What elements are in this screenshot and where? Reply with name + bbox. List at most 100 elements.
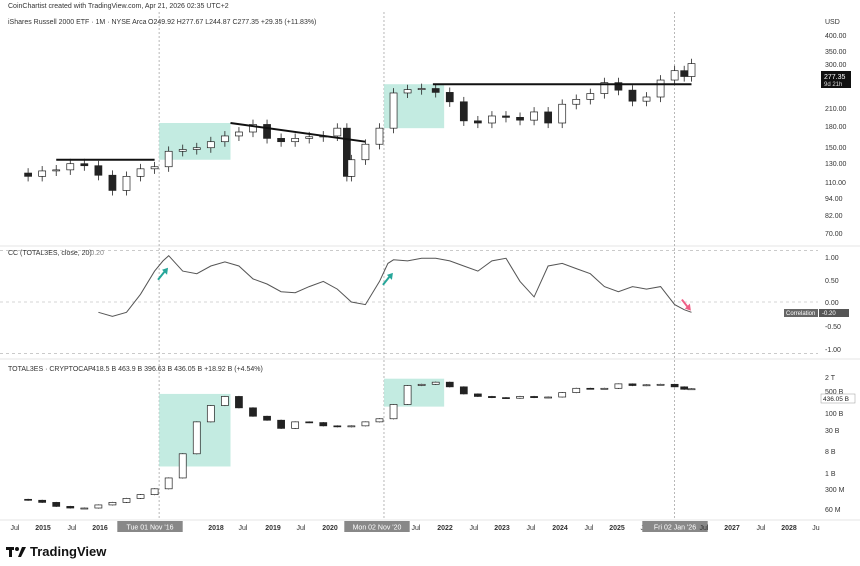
- date-marker-label: Tue 01 Nov '16: [127, 525, 174, 532]
- x-tick-label: 2018: [208, 525, 224, 532]
- candle-body: [642, 384, 651, 387]
- y-tick-label: 70.00: [825, 231, 843, 238]
- y-tick-label: 0.50: [825, 278, 839, 285]
- candle-body: [614, 82, 623, 91]
- candle-body: [586, 387, 595, 390]
- y-tick-label: 100 B: [825, 411, 844, 418]
- candle-body: [249, 124, 257, 133]
- tradingview-logo: TradingView: [6, 544, 106, 559]
- candle-body: [192, 421, 201, 455]
- y-tick-label: 300 M: [825, 487, 845, 494]
- x-tick-label: 2027: [724, 525, 740, 532]
- candle-body: [488, 115, 496, 124]
- candle-body: [122, 175, 131, 191]
- y-tick-label: 0.00: [825, 300, 839, 307]
- candle-body: [403, 89, 412, 94]
- y-tick-label: 350.00: [825, 49, 847, 56]
- candle-body: [600, 387, 609, 390]
- candle-body: [80, 163, 89, 167]
- date-marker-tag: [117, 521, 183, 532]
- y-tick-label: 150.00: [825, 145, 847, 152]
- candle-body: [628, 383, 637, 386]
- arrow-up-icon: [162, 267, 169, 275]
- correlation-line: [98, 254, 692, 317]
- x-tick-label: 2025: [609, 525, 625, 532]
- currency-label: USD: [825, 19, 840, 26]
- candle-body: [52, 502, 61, 507]
- candle-body: [445, 381, 454, 388]
- candle-body: [361, 143, 370, 161]
- y-tick-label: 400.00: [825, 33, 847, 40]
- candle-body: [136, 168, 145, 177]
- candle-body: [516, 117, 524, 121]
- candle-body: [122, 498, 131, 503]
- candle-body: [343, 127, 351, 177]
- candle-body: [670, 70, 679, 81]
- y-tick-label: 500 B: [825, 389, 844, 396]
- candle-body: [361, 421, 370, 427]
- bottom-panel-title: TOTAL3ES · CRYPTOCAP: [8, 366, 93, 373]
- x-tick-label: Jul: [757, 525, 766, 532]
- candle-body: [614, 383, 623, 389]
- candle-body: [80, 507, 89, 510]
- candle-body: [516, 396, 524, 399]
- x-tick-label: 2015: [35, 525, 51, 532]
- candle-body: [474, 393, 482, 397]
- arrow-up-icon: [386, 272, 393, 280]
- candle-body: [277, 138, 285, 143]
- candle-body: [389, 92, 398, 129]
- candle-body: [544, 396, 553, 399]
- x-tick-label: 2023: [494, 525, 510, 532]
- candle-body: [24, 172, 32, 177]
- candle-body: [544, 111, 553, 124]
- candle-body: [474, 120, 482, 124]
- candle-body: [687, 63, 696, 77]
- date-marker-label: Mon 02 Nov '20: [353, 525, 402, 532]
- candle-body: [558, 392, 567, 398]
- candle-body: [291, 421, 300, 429]
- tradingview-brand: TradingView: [30, 544, 107, 559]
- candle-body: [431, 381, 440, 385]
- candle-body: [502, 115, 510, 118]
- y-tick-label: 94.00: [825, 196, 843, 203]
- y-tick-label: 300.00: [825, 62, 847, 69]
- candle-body: [94, 165, 103, 176]
- y-tick-label: 30 B: [825, 428, 840, 435]
- x-tick-label: Jul: [297, 525, 306, 532]
- candle-body: [333, 425, 342, 428]
- candle-body: [488, 396, 496, 398]
- candle-body: [600, 82, 609, 94]
- candle-body: [459, 101, 468, 122]
- y-tick-label: 180.00: [825, 124, 847, 131]
- y-tick-label: 210.00: [825, 106, 847, 113]
- candle-body: [445, 92, 454, 103]
- candle-body: [347, 159, 356, 177]
- candle-body: [192, 147, 201, 150]
- candle-body: [164, 150, 173, 168]
- candle-body: [305, 421, 314, 424]
- candle-body: [206, 405, 215, 423]
- candle-body: [178, 149, 187, 152]
- x-tick-label: Jul: [700, 525, 709, 532]
- candle-body: [221, 135, 229, 143]
- candle-body: [38, 170, 47, 177]
- y-tick-label: 1 B: [825, 471, 836, 478]
- candle-body: [108, 174, 117, 191]
- candle-body: [52, 169, 61, 172]
- cc-panel-title: CC (TOTAL3ES, close, 20): [8, 250, 92, 257]
- x-tick-label: Jul: [11, 525, 20, 532]
- candle-body: [108, 502, 117, 506]
- candle-body: [572, 99, 581, 105]
- candle-body: [150, 488, 159, 495]
- y-tick-label: 8 B: [825, 449, 836, 456]
- cc-panel-value: -0.20: [88, 250, 104, 257]
- x-tick-label: Jul: [527, 525, 536, 532]
- y-tick-label: 82.00: [825, 213, 843, 220]
- candle-body: [263, 124, 271, 139]
- candle-body: [431, 88, 440, 93]
- candle-body: [656, 383, 665, 386]
- candle-body: [206, 141, 215, 149]
- arrow-down-icon: [684, 303, 691, 311]
- x-tick-label: 2020: [322, 525, 338, 532]
